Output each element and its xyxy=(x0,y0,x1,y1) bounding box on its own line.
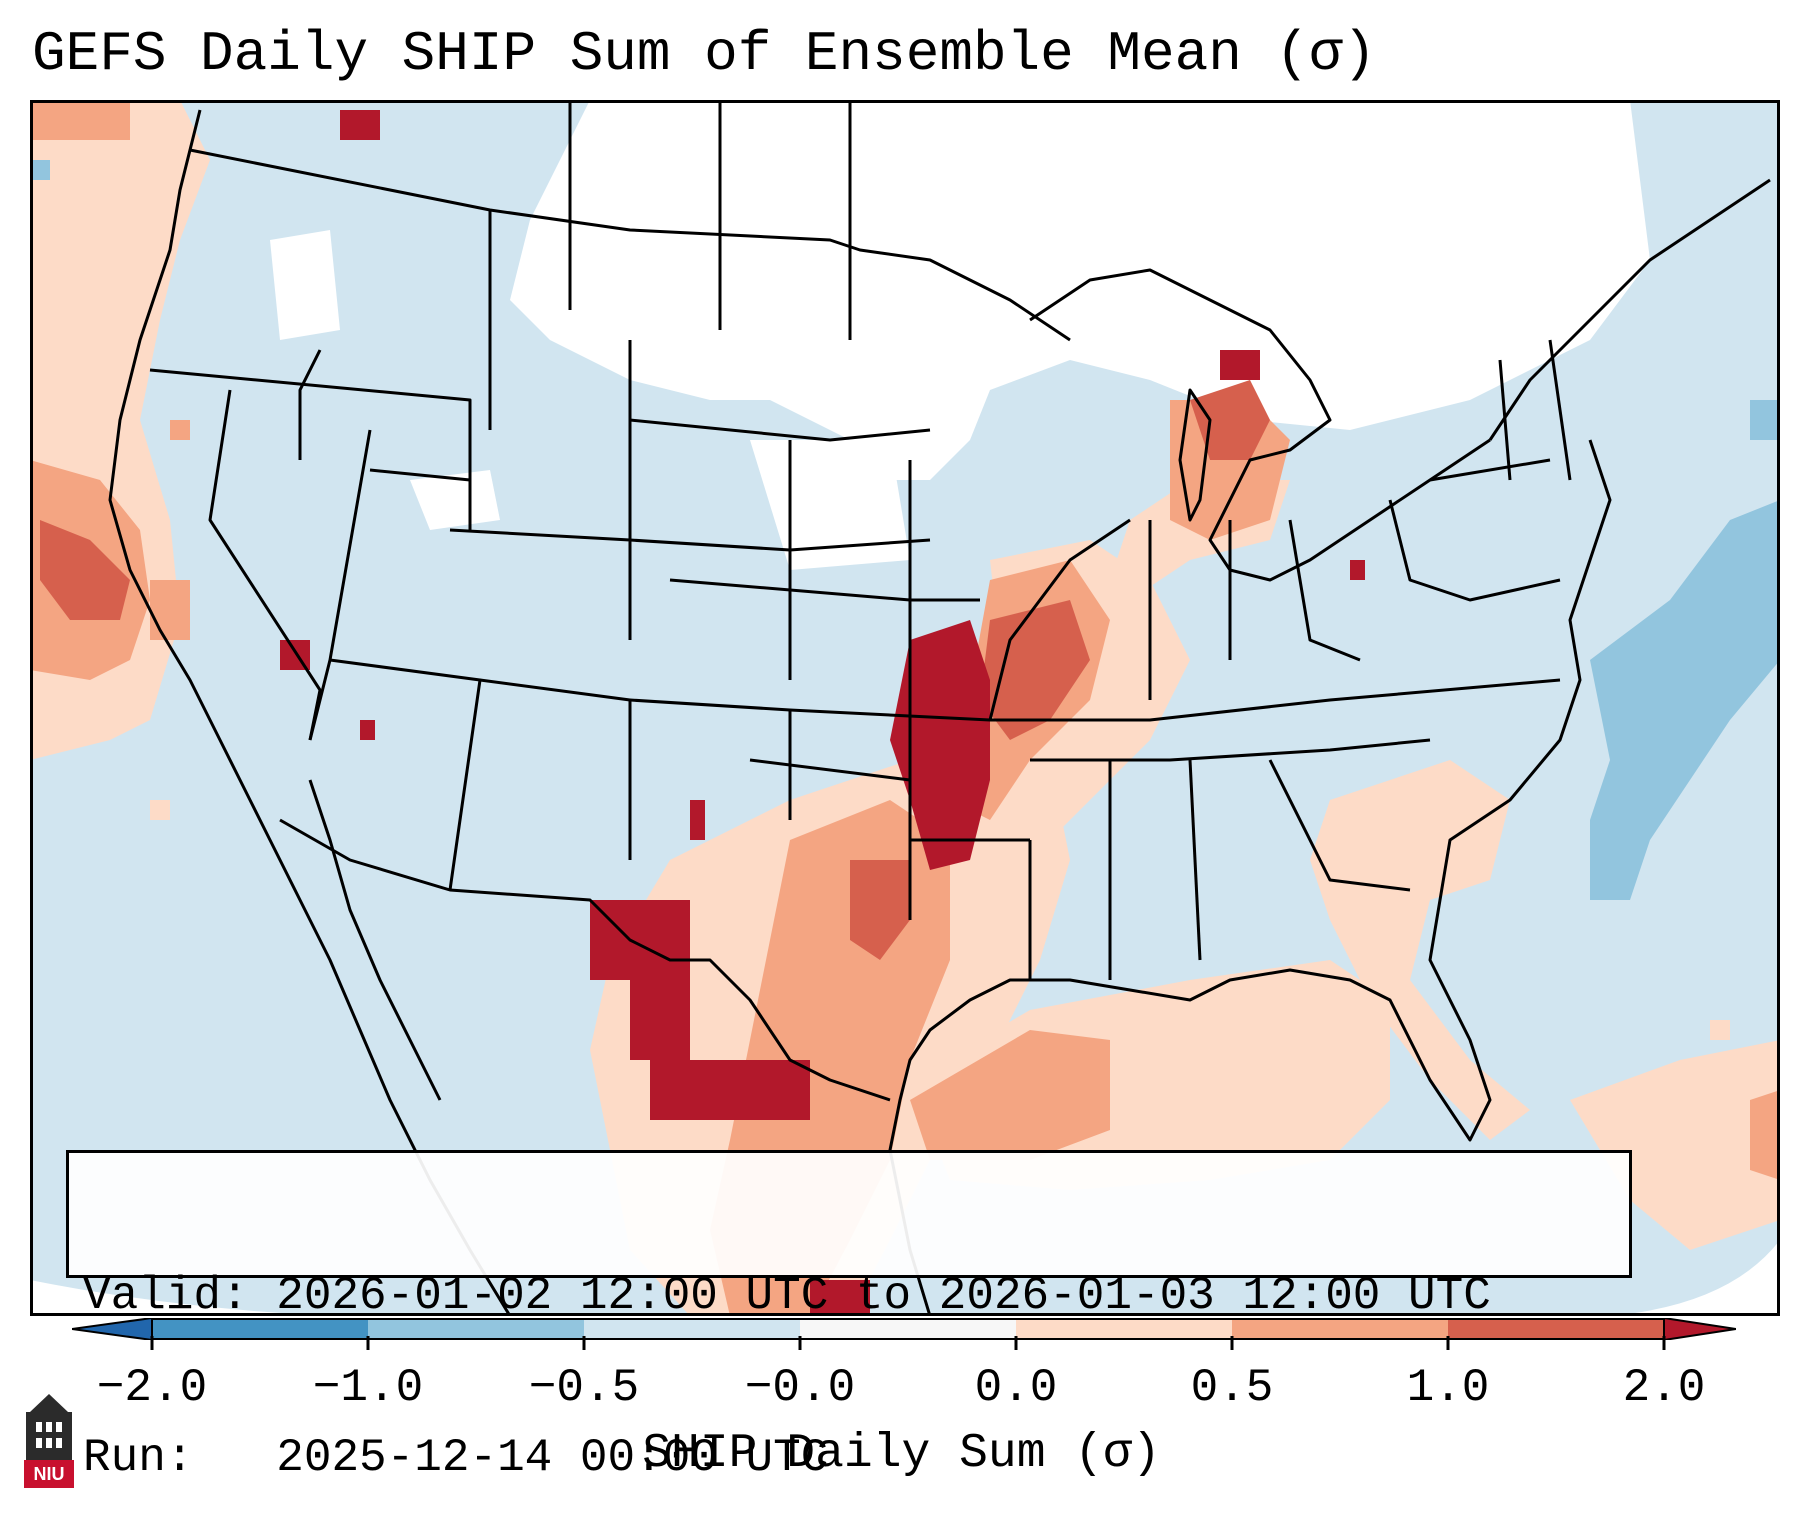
positive-anomaly-area xyxy=(1750,1090,1780,1180)
positive-anomaly-area xyxy=(890,620,990,870)
state-border xyxy=(298,349,322,460)
colorbar-segment xyxy=(584,1318,800,1340)
colorbar-tick-label: 0.0 xyxy=(974,1362,1058,1414)
map-panel xyxy=(30,100,1780,1316)
coastline xyxy=(108,109,512,1316)
positive-anomaly-cell xyxy=(150,800,170,820)
colorbar-segment xyxy=(800,1318,1016,1340)
colorbar-segment xyxy=(1016,1318,1232,1340)
niu-logo-text: NIU xyxy=(33,1464,65,1484)
colorbar-outline xyxy=(151,1318,1665,1340)
positive-anomaly-cell xyxy=(30,100,130,140)
negative-anomaly-cell xyxy=(1750,400,1780,440)
colorbar-tick-label: −0.0 xyxy=(744,1362,856,1414)
positive-anomaly-cell xyxy=(630,980,690,1060)
state-border xyxy=(1548,339,1572,481)
niu-tower-icon xyxy=(24,1394,74,1488)
positive-anomaly-area xyxy=(910,1030,1110,1160)
colorbar-title: SHIP Daily Sum (σ) xyxy=(642,1427,1161,1481)
positive-anomaly-area xyxy=(40,520,130,620)
state-border xyxy=(988,518,1131,721)
negative-anomaly-area xyxy=(1590,500,1780,900)
colorbar-tick-label: −1.0 xyxy=(312,1362,424,1414)
colorbar-tick-label: −0.5 xyxy=(528,1362,640,1414)
near-zero-region xyxy=(410,470,500,530)
map-svg xyxy=(30,100,1780,1316)
state-border xyxy=(1188,759,1202,961)
positive-anomaly-cell xyxy=(1220,350,1260,380)
state-border xyxy=(149,368,472,530)
positive-anomaly-cell xyxy=(340,110,380,140)
positive-anomaly-cell xyxy=(1350,560,1365,580)
state-border xyxy=(1498,359,1512,481)
state-border xyxy=(1030,738,1431,762)
positive-anomaly-cell xyxy=(690,800,705,840)
near-zero-region xyxy=(30,1280,590,1316)
colorbar-tick-label: 0.5 xyxy=(1190,1362,1274,1414)
chart-title: GEFS Daily SHIP Sum of Ensemble Mean (σ) xyxy=(32,22,1377,86)
valid-time-text: Valid: 2026-01-02 12:00 UTC to 2026-01-0… xyxy=(83,1270,1491,1322)
state-border xyxy=(629,678,1561,722)
state-border xyxy=(749,758,911,782)
colorbar-segment xyxy=(368,1318,584,1340)
state-border xyxy=(1288,519,1361,662)
colorbar-segment xyxy=(1232,1318,1448,1340)
positive-anomaly-cell xyxy=(590,900,690,980)
coastline xyxy=(888,439,1612,1316)
state-border xyxy=(629,418,931,442)
us-canada-border xyxy=(189,148,1071,342)
great-lakes-shoreline xyxy=(1178,388,1212,522)
positive-anomaly-cell xyxy=(810,1280,870,1316)
state-border xyxy=(1429,458,1551,482)
colorbar xyxy=(72,1318,1736,1340)
colorbar-tick-label: 2.0 xyxy=(1622,1362,1706,1414)
positive-anomaly-area xyxy=(1310,760,1530,1140)
political-boundaries xyxy=(108,100,1771,1316)
coastline xyxy=(1488,178,1771,441)
positive-anomaly-cell xyxy=(650,1060,810,1120)
colorbar-ticks xyxy=(150,1336,1666,1350)
near-zero-region xyxy=(510,100,1650,480)
positive-anomaly-cell xyxy=(150,580,190,640)
us-mexico-border xyxy=(279,818,891,1102)
state-border xyxy=(1268,759,1411,892)
colorbar-tick-label: −2.0 xyxy=(96,1362,208,1414)
great-lakes-shoreline xyxy=(1029,268,1491,582)
positive-anomaly-area xyxy=(1570,1040,1780,1250)
run-time-text: Run: 2025-12-14 00:00 UTC xyxy=(83,1432,829,1484)
state-border xyxy=(369,468,471,482)
map-border xyxy=(30,100,1780,1316)
state-border xyxy=(1388,499,1561,602)
positive-anomaly-cell xyxy=(170,420,190,440)
positive-anomaly-area xyxy=(850,860,910,960)
coastline xyxy=(308,779,442,1101)
positive-anomaly-cell xyxy=(360,720,375,740)
negative-anomaly-cell xyxy=(30,160,50,180)
colorbar-segment xyxy=(152,1318,368,1340)
positive-anomaly-cell xyxy=(1710,1020,1730,1040)
positive-anomaly-area xyxy=(1190,380,1270,460)
positive-anomaly-area xyxy=(980,600,1090,740)
validity-info-box: Valid: 2026-01-02 12:00 UTC to 2026-01-0… xyxy=(66,1150,1632,1484)
near-zero-region xyxy=(1610,1240,1780,1316)
near-zero-region xyxy=(270,230,340,340)
colorbar-segment xyxy=(1448,1318,1664,1340)
colorbar-tick-label: 1.0 xyxy=(1406,1362,1490,1414)
